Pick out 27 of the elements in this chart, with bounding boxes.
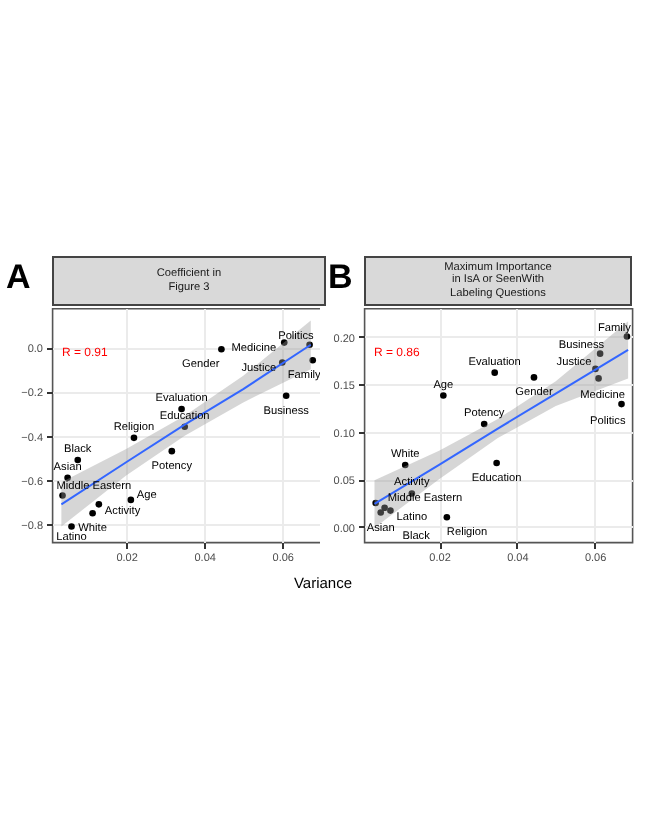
point — [530, 374, 538, 381]
point — [89, 509, 96, 517]
point — [282, 392, 290, 400]
point — [440, 392, 447, 399]
point — [309, 356, 317, 364]
point — [381, 504, 388, 512]
point — [59, 492, 66, 499]
point — [130, 434, 138, 442]
text: A — [6, 258, 31, 298]
point — [95, 501, 103, 508]
text: B — [328, 258, 353, 298]
point — [68, 523, 75, 530]
point — [595, 375, 602, 382]
point — [491, 369, 499, 376]
point — [218, 345, 225, 353]
point — [401, 461, 409, 469]
line-series — [373, 348, 630, 505]
point — [618, 400, 625, 408]
point — [443, 513, 451, 521]
point — [168, 447, 176, 455]
point — [280, 339, 288, 346]
point — [480, 420, 488, 428]
point — [387, 507, 394, 514]
point — [596, 350, 604, 357]
point — [127, 496, 135, 504]
point — [377, 509, 385, 516]
point — [493, 459, 500, 467]
